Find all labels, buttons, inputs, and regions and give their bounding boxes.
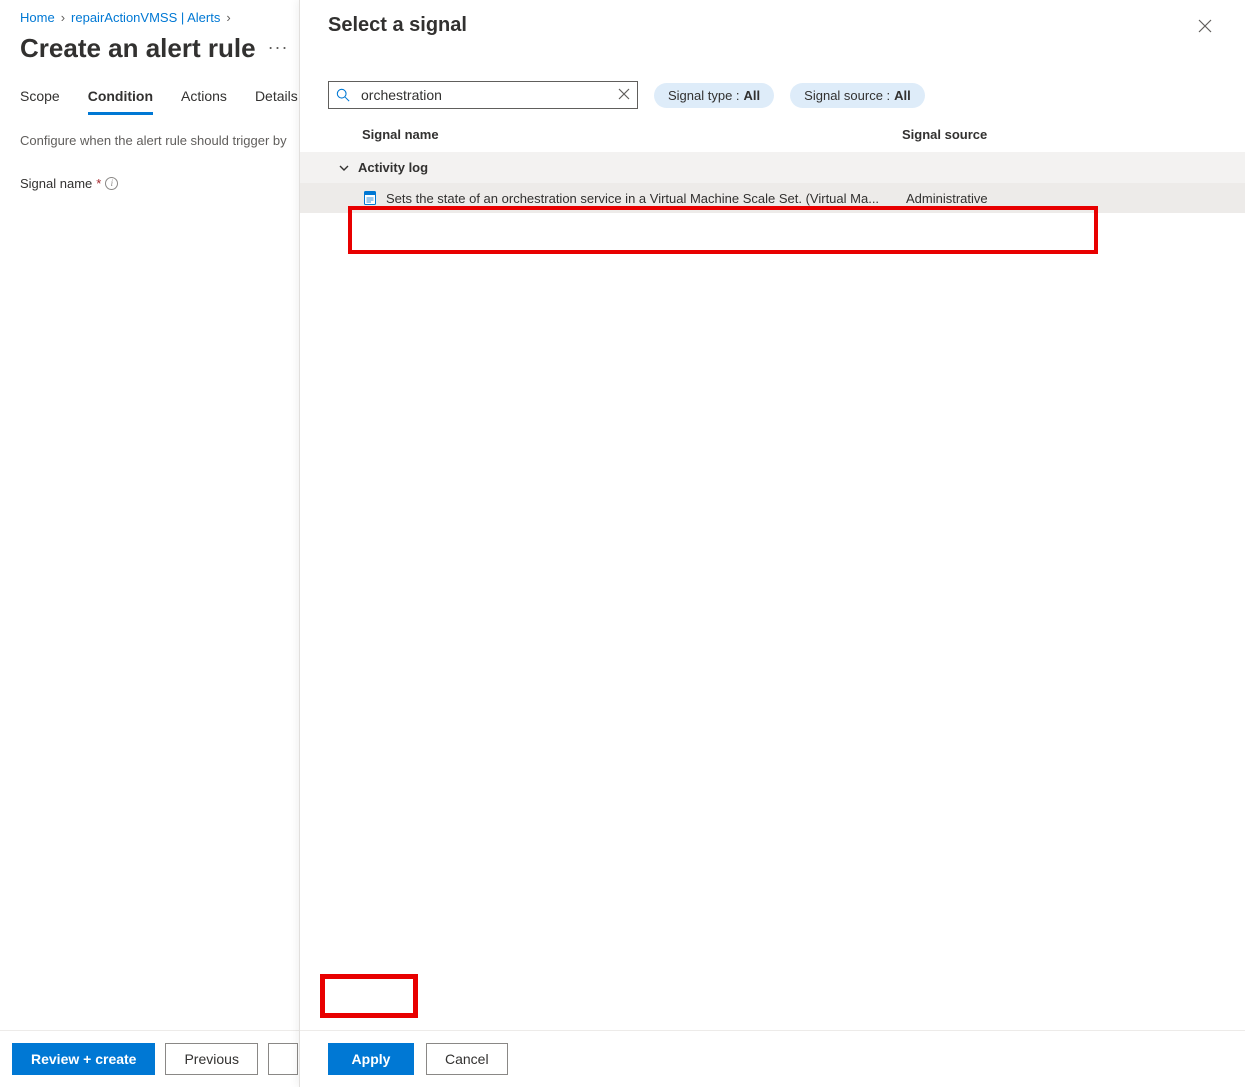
signal-row-name: Sets the state of an orchestration servi… (386, 191, 906, 206)
truncated-button[interactable] (268, 1043, 298, 1075)
col-signal-name[interactable]: Signal name (362, 127, 902, 142)
more-actions-button[interactable]: ··· (268, 38, 289, 60)
chevron-right-icon: › (226, 10, 230, 25)
signal-source-filter[interactable]: Signal source : All (790, 83, 925, 108)
page-title: Create an alert rule (20, 33, 256, 64)
signal-row-orchestration[interactable]: Sets the state of an orchestration servi… (300, 183, 1245, 213)
signal-search-input[interactable] (328, 81, 638, 109)
clear-search-icon[interactable] (618, 88, 632, 102)
tab-actions[interactable]: Actions (181, 88, 227, 115)
signal-row-source: Administrative (906, 191, 1217, 206)
tab-scope[interactable]: Scope (20, 88, 60, 115)
info-icon[interactable]: i (105, 177, 118, 190)
previous-button[interactable]: Previous (165, 1043, 257, 1075)
cancel-button[interactable]: Cancel (426, 1043, 508, 1075)
chevron-right-icon: › (61, 10, 65, 25)
search-wrap (328, 81, 638, 109)
col-signal-source[interactable]: Signal source (902, 127, 1217, 142)
breadcrumb-home[interactable]: Home (20, 10, 55, 25)
panel-footer: Apply Cancel (300, 1030, 1245, 1087)
panel-controls: Signal type : All Signal source : All (300, 41, 1245, 127)
document-icon (362, 190, 378, 206)
panel-title: Select a signal (328, 14, 467, 37)
tab-details[interactable]: Details (255, 88, 298, 115)
signal-name-label: Signal name* i (20, 176, 118, 191)
tab-condition[interactable]: Condition (88, 88, 153, 115)
panel-header: Select a signal (300, 0, 1245, 41)
results-area: Signal name Signal source Activity log S… (300, 127, 1245, 1030)
search-icon (336, 88, 350, 102)
close-icon[interactable] (1193, 14, 1217, 41)
results-header: Signal name Signal source (300, 127, 1245, 152)
signal-type-filter[interactable]: Signal type : All (654, 83, 774, 108)
review-create-button[interactable]: Review + create (12, 1043, 155, 1075)
apply-button[interactable]: Apply (328, 1043, 414, 1075)
select-signal-panel: Select a signal Signal type : All Signal… (299, 0, 1245, 1087)
group-activity-log[interactable]: Activity log (300, 152, 1245, 183)
chevron-down-icon (338, 162, 350, 174)
breadcrumb-resource[interactable]: repairActionVMSS | Alerts (71, 10, 220, 25)
